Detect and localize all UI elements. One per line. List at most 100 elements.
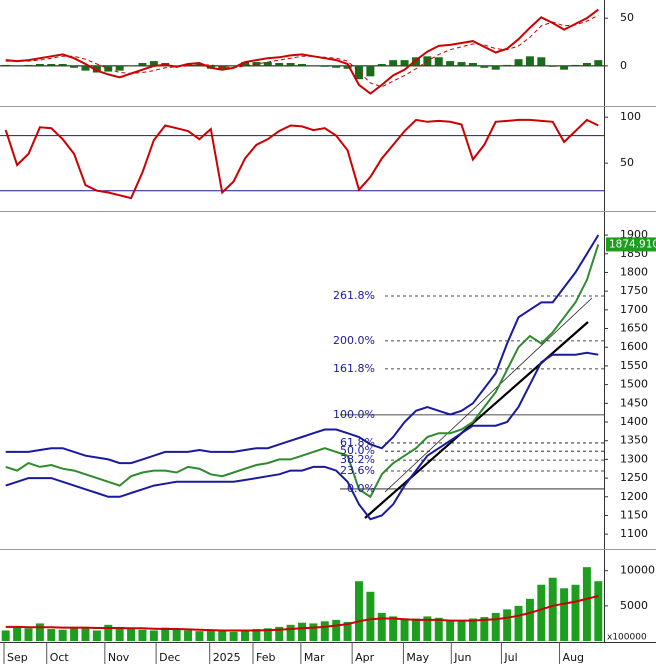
bar [491, 65, 500, 70]
bar [81, 628, 90, 641]
bar [491, 612, 500, 641]
series-line [4, 118, 599, 200]
x-tick-label: Jul [503, 651, 517, 664]
bar [172, 629, 181, 641]
plot-layer: 0 50 50 100 1100 1150 1200 1250 1300 1350 1400 1450… [0, 8, 656, 664]
bar [400, 60, 409, 66]
y-tick-label: 50 [620, 156, 634, 169]
x-tick-label: Apr [355, 651, 375, 664]
bar [480, 65, 489, 68]
bar [514, 59, 523, 66]
y-tick-label: 1100 [620, 527, 648, 540]
y-tick-label: 1800 [620, 265, 648, 278]
y-tick-label: 1550 [620, 359, 648, 372]
bar [366, 65, 375, 77]
bar [218, 631, 227, 641]
bar [149, 61, 158, 66]
x-tick-label: Jun [453, 651, 471, 664]
bar [1, 64, 10, 66]
bar [35, 63, 44, 66]
bar [35, 623, 44, 641]
y-tick-label: 1200 [620, 490, 648, 503]
bar [457, 62, 466, 66]
bar [47, 63, 56, 66]
bar [560, 588, 569, 641]
y-tick-label: 1450 [620, 396, 648, 409]
x-tick-label: Feb [256, 651, 275, 664]
bar [229, 65, 238, 67]
x-tick-label: Nov [108, 651, 130, 664]
bar [514, 605, 523, 641]
bar [275, 63, 284, 66]
bar [571, 64, 580, 66]
y-tick-label: 1350 [620, 434, 648, 447]
x-tick-label: May [406, 651, 429, 664]
bar [582, 63, 591, 66]
y-tick-label: 5000 [620, 599, 648, 612]
fib-label: 38.2% [340, 453, 375, 466]
trendline [384, 297, 593, 493]
y-tick-label: 1300 [620, 452, 648, 465]
series-line [5, 244, 600, 499]
bar [332, 619, 341, 641]
bar [446, 619, 455, 641]
x-tick-label: Oct [50, 651, 70, 664]
bar [309, 623, 318, 641]
panel [1, 567, 603, 641]
bar [434, 57, 443, 66]
y-tick-label: 1600 [620, 340, 648, 353]
fib-label: 200.0% [333, 334, 375, 347]
series-line [5, 14, 599, 88]
bar [298, 63, 306, 66]
bar [548, 577, 557, 641]
y-tick-label: 10000 [620, 564, 655, 577]
series-line [5, 595, 599, 632]
x-tick-label: Mar [304, 651, 325, 664]
bar [275, 626, 284, 641]
x-tick-label: Aug [563, 651, 584, 664]
bar [13, 626, 22, 641]
price-label-box [606, 237, 656, 252]
y-tick-label: 1150 [620, 508, 648, 521]
bar [377, 612, 386, 641]
bar [195, 631, 204, 641]
panel [0, 8, 604, 95]
bar [24, 64, 33, 66]
fib-label: 161.8% [333, 362, 375, 375]
bar [241, 62, 250, 66]
bar [411, 57, 420, 66]
bar [400, 619, 409, 641]
bar [525, 598, 534, 641]
bar [81, 65, 90, 71]
bar [229, 631, 238, 641]
bar [343, 622, 352, 641]
y-tick-label: 1400 [620, 415, 648, 428]
bar [594, 581, 603, 641]
bar [571, 584, 580, 641]
y-tick-label: 50 [620, 11, 634, 24]
bar [127, 628, 136, 641]
bar [354, 65, 363, 80]
bar [286, 63, 295, 66]
bar [13, 65, 22, 67]
bar [92, 630, 101, 641]
bar [58, 629, 67, 641]
bar [377, 63, 386, 66]
bar [457, 621, 466, 641]
bar [184, 630, 193, 641]
bar [525, 56, 534, 66]
bar [263, 628, 272, 641]
bar [320, 65, 329, 67]
bar [389, 60, 398, 66]
bar [138, 63, 147, 66]
bar [560, 65, 569, 70]
y-tick-label: 0 [620, 59, 627, 72]
y-tick-label: 1500 [620, 378, 648, 391]
fib-label: 261.8% [333, 289, 375, 302]
y-tick-label: 1700 [620, 303, 648, 316]
bar [503, 609, 512, 641]
x-tick-label: 2025 [213, 651, 241, 664]
bar [468, 618, 477, 641]
y-tick-label: 1750 [620, 284, 648, 297]
